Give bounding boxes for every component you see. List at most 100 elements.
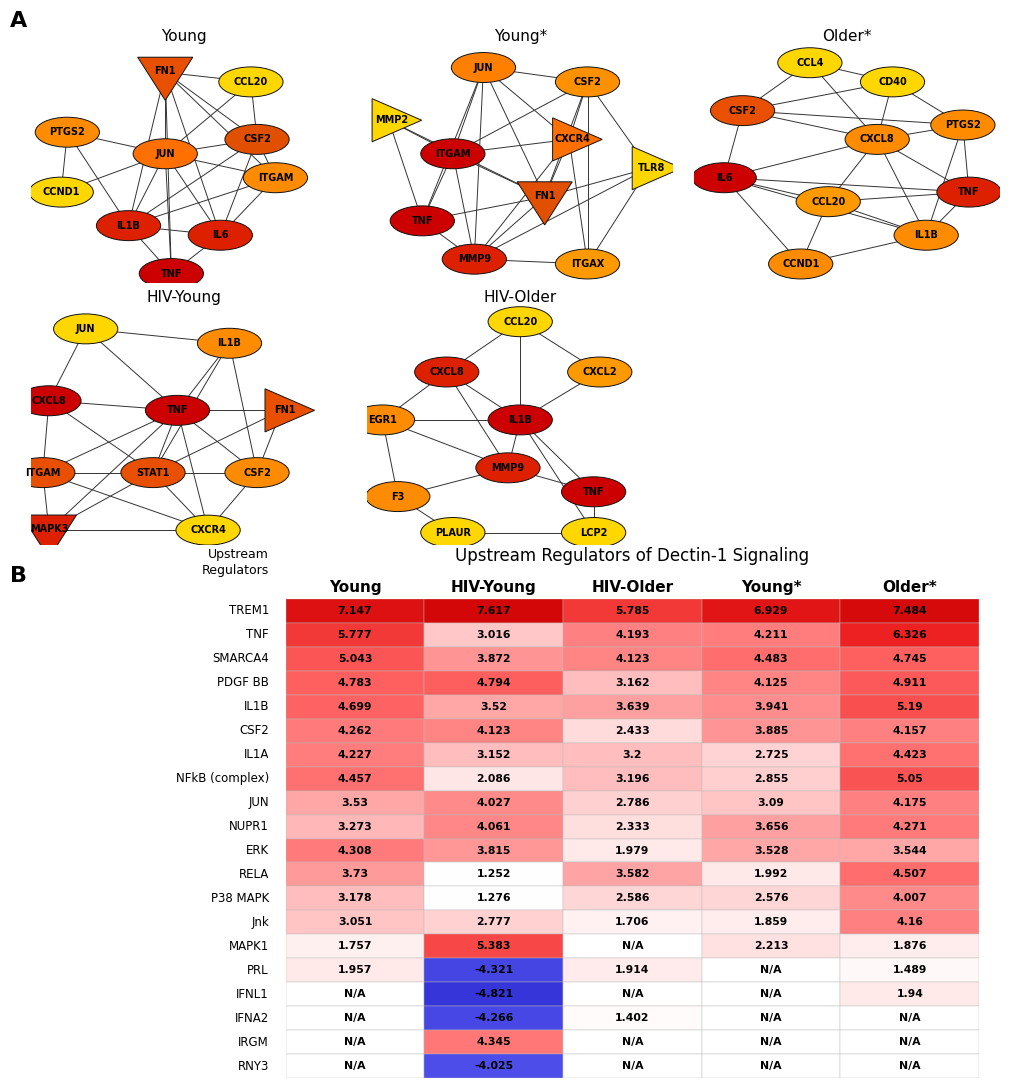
Text: IL1A: IL1A (244, 748, 269, 761)
Text: TNF: TNF (160, 269, 182, 279)
Text: 1.757: 1.757 (337, 941, 372, 952)
Bar (840, 1030, 978, 1054)
Text: Young: Young (328, 580, 381, 596)
Text: 4.262: 4.262 (337, 725, 372, 736)
Text: SMARCA4: SMARCA4 (212, 652, 269, 665)
Bar (701, 862, 840, 886)
Text: 4.227: 4.227 (337, 749, 372, 760)
Text: 2.433: 2.433 (614, 725, 649, 736)
Text: A: A (10, 11, 28, 30)
Bar (562, 623, 701, 647)
Text: 2.086: 2.086 (476, 773, 511, 784)
Bar (285, 671, 424, 695)
Bar (701, 767, 840, 791)
Text: CSF2: CSF2 (728, 106, 756, 115)
Text: 3.941: 3.941 (753, 701, 788, 712)
Bar (701, 1030, 840, 1054)
Ellipse shape (243, 162, 308, 193)
Bar (285, 623, 424, 647)
Bar (701, 982, 840, 1006)
Bar (562, 647, 701, 671)
Text: ITGAM: ITGAM (258, 173, 292, 183)
Ellipse shape (560, 517, 626, 548)
Text: 1.957: 1.957 (337, 965, 372, 976)
Text: 4.16: 4.16 (896, 917, 922, 928)
Bar (285, 862, 424, 886)
Text: N/A: N/A (759, 1013, 782, 1024)
Bar (285, 599, 424, 623)
Bar (840, 982, 978, 1006)
Bar (285, 695, 424, 719)
Text: PLAUR: PLAUR (434, 527, 471, 538)
Text: IRGM: IRGM (238, 1036, 269, 1049)
Bar (562, 839, 701, 862)
Bar (285, 1030, 424, 1054)
Text: IL1B: IL1B (116, 221, 141, 231)
Text: 3.656: 3.656 (753, 821, 788, 832)
Ellipse shape (351, 405, 414, 435)
Bar (562, 743, 701, 767)
Text: CSF2: CSF2 (243, 134, 271, 145)
Ellipse shape (796, 186, 860, 217)
Text: FN1: FN1 (154, 66, 176, 76)
Text: 7.147: 7.147 (337, 605, 372, 616)
Text: IL1B: IL1B (217, 339, 242, 348)
Text: N/A: N/A (898, 1013, 920, 1024)
Bar (285, 1054, 424, 1078)
Ellipse shape (420, 138, 485, 169)
Bar (424, 695, 562, 719)
Text: 1.252: 1.252 (476, 869, 511, 880)
Bar (285, 743, 424, 767)
Text: 4.507: 4.507 (892, 869, 926, 880)
Bar (840, 934, 978, 958)
Text: 4.061: 4.061 (476, 821, 511, 832)
Ellipse shape (692, 162, 756, 193)
Text: 1.276: 1.276 (476, 893, 511, 904)
Text: 3.582: 3.582 (614, 869, 649, 880)
Text: CSF2: CSF2 (243, 467, 271, 478)
Bar (701, 1006, 840, 1030)
Ellipse shape (554, 66, 620, 97)
Text: JUN: JUN (75, 323, 96, 334)
Text: 6.929: 6.929 (753, 605, 788, 616)
Bar (285, 1006, 424, 1030)
Bar (840, 743, 978, 767)
Text: 1.859: 1.859 (753, 917, 788, 928)
Text: 4.007: 4.007 (892, 893, 926, 904)
Text: 2.333: 2.333 (614, 821, 649, 832)
Bar (424, 1030, 562, 1054)
Text: IL6: IL6 (715, 173, 732, 183)
Ellipse shape (16, 386, 81, 416)
Polygon shape (517, 182, 572, 225)
Bar (562, 934, 701, 958)
Bar (562, 1030, 701, 1054)
Text: 3.528: 3.528 (753, 845, 788, 856)
Bar (285, 934, 424, 958)
Bar (701, 695, 840, 719)
Text: 3.2: 3.2 (622, 749, 642, 760)
Text: 4.911: 4.911 (892, 677, 926, 688)
Bar (840, 910, 978, 934)
Ellipse shape (139, 258, 203, 289)
Text: HIV-Older: HIV-Older (591, 580, 673, 596)
Text: Young*: Young* (493, 28, 546, 44)
Text: ITGAX: ITGAX (571, 259, 603, 269)
Text: 3.872: 3.872 (476, 653, 511, 664)
Text: 3.196: 3.196 (614, 773, 649, 784)
Text: 3.815: 3.815 (476, 845, 511, 856)
Ellipse shape (53, 314, 117, 344)
Text: JUN: JUN (473, 62, 493, 73)
Ellipse shape (365, 481, 430, 512)
Bar (285, 815, 424, 839)
Ellipse shape (145, 395, 209, 426)
Text: TREM1: TREM1 (228, 604, 269, 617)
Bar (840, 671, 978, 695)
Bar (424, 647, 562, 671)
Bar (840, 767, 978, 791)
Text: N/A: N/A (343, 1037, 366, 1048)
Ellipse shape (893, 220, 958, 250)
Bar (424, 958, 562, 982)
Ellipse shape (175, 515, 239, 546)
Text: NFkB (complex): NFkB (complex) (175, 772, 269, 785)
Text: 4.125: 4.125 (753, 677, 788, 688)
